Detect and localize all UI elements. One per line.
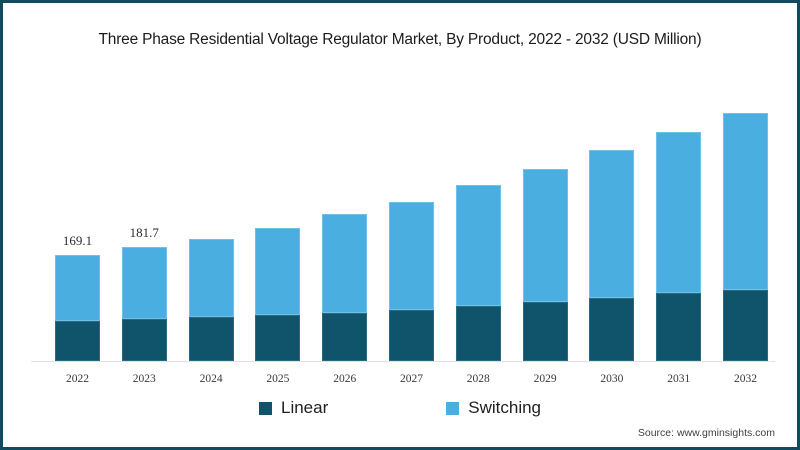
bar-segment-linear-2022[interactable] — [55, 320, 100, 361]
bar-segment-switching-2025[interactable] — [255, 228, 301, 315]
bar-group-2022[interactable]: 169.1 — [55, 233, 100, 361]
legend-item-linear[interactable]: Linear — [258, 398, 329, 418]
bar-value-label-2022: 169.1 — [62, 233, 93, 249]
x-axis-tick-2026: 2026 — [333, 373, 357, 385]
legend-item-switching[interactable]: Switching — [446, 398, 541, 418]
bar-segment-switching-2031[interactable] — [656, 131, 702, 294]
bar-segment-linear-2025[interactable] — [255, 314, 301, 361]
bar-segment-linear-2024[interactable] — [188, 317, 234, 361]
x-axis-tick-2031: 2031 — [667, 373, 691, 385]
bar-segment-linear-2031[interactable] — [656, 293, 702, 361]
x-axis-tick-2027: 2027 — [400, 373, 423, 385]
x-axis-tick-2025: 2025 — [266, 373, 290, 385]
bar-segment-linear-2027[interactable] — [389, 310, 434, 361]
bar-segment-switching-2024[interactable] — [188, 239, 234, 318]
legend-label: Linear — [280, 398, 329, 417]
bar-segment-linear-2032[interactable] — [723, 289, 768, 361]
bar-segment-switching-2028[interactable] — [455, 184, 501, 306]
plot-area: 169.1 2022 181.7 2023 2024 2025 2026 2027 2028 20… — [3, 3, 797, 447]
bar-segment-linear-2026[interactable] — [322, 313, 368, 361]
bar-group-2024[interactable] — [188, 239, 234, 361]
bar-group-2032[interactable] — [723, 113, 768, 361]
bar-segment-switching-2032[interactable] — [723, 113, 768, 290]
bar-segment-switching-2029[interactable] — [522, 169, 568, 303]
square-swatch-icon — [446, 401, 460, 415]
bar-group-2030[interactable] — [589, 150, 635, 361]
x-axis-tick-2028: 2028 — [466, 373, 490, 385]
bar-group-2027[interactable] — [389, 201, 434, 361]
x-axis-tick-2024: 2024 — [199, 373, 223, 385]
bar-segment-switching-2030[interactable] — [589, 150, 635, 298]
x-axis-tick-2022: 2022 — [66, 373, 89, 385]
bar-segment-switching-2026[interactable] — [322, 213, 368, 314]
bar-segment-linear-2023[interactable] — [121, 319, 167, 361]
bar-group-2031[interactable] — [656, 131, 702, 361]
legend-label: Switching — [468, 398, 542, 417]
x-axis-tick-2030: 2030 — [600, 373, 624, 385]
bar-segment-linear-2029[interactable] — [522, 302, 568, 361]
square-swatch-icon — [258, 401, 272, 415]
chart-legend: Linear Switching — [3, 398, 797, 418]
bar-segment-linear-2028[interactable] — [455, 306, 501, 361]
x-axis-tick-2032: 2032 — [734, 373, 757, 385]
bar-segment-switching-2027[interactable] — [389, 201, 434, 311]
bar-group-2025[interactable] — [255, 228, 301, 361]
bar-group-2029[interactable] — [522, 169, 568, 361]
bar-group-2028[interactable] — [455, 184, 501, 361]
x-axis-line — [31, 361, 775, 362]
bar-group-2026[interactable] — [322, 213, 368, 361]
bar-value-label-2023: 181.7 — [129, 225, 159, 241]
bar-group-2023[interactable]: 181.7 — [121, 225, 167, 361]
x-axis-tick-2029: 2029 — [533, 373, 557, 385]
bar-segment-switching-2022[interactable] — [55, 255, 100, 321]
source-attribution: Source: www.gminsights.com — [637, 427, 775, 439]
bar-segment-switching-2023[interactable] — [121, 247, 167, 320]
bar-segment-linear-2030[interactable] — [589, 297, 635, 361]
x-axis-tick-2023: 2023 — [132, 373, 156, 385]
page-title: Three Phase Residential Voltage Regulato… — [98, 31, 702, 48]
